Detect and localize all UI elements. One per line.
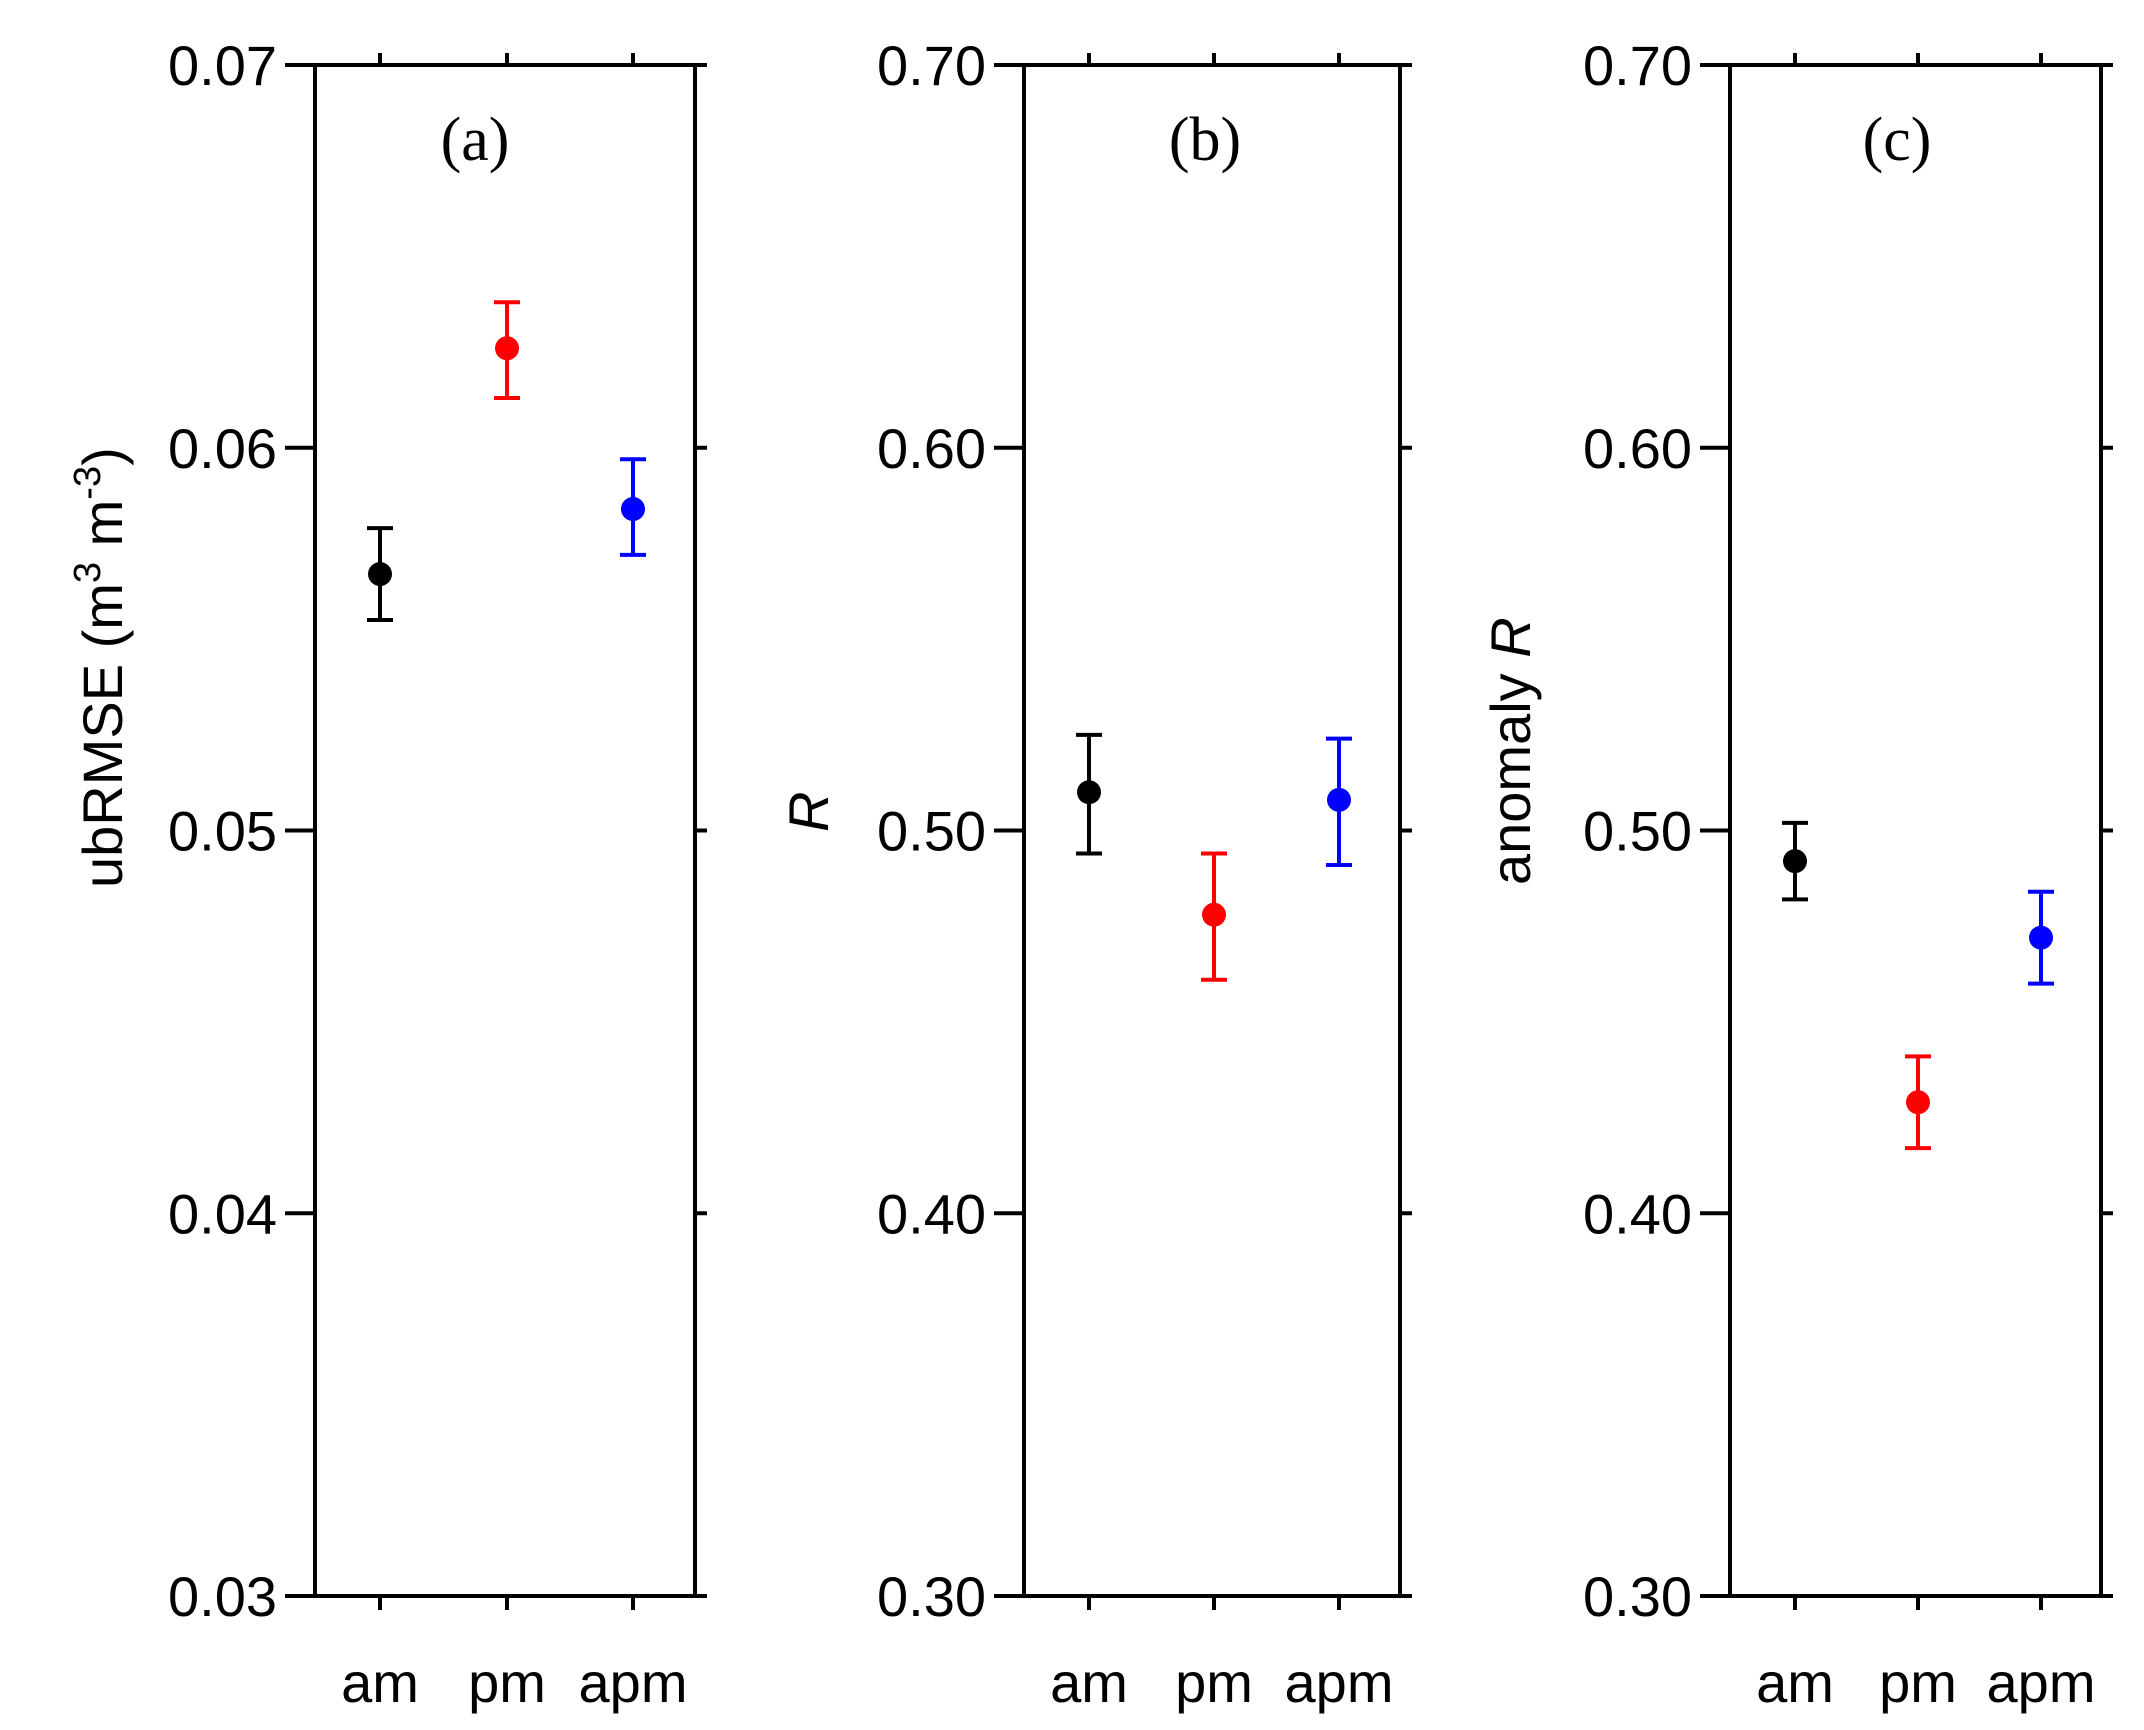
y-tick-label: 0.40 <box>877 1182 986 1245</box>
axes-frame <box>1728 63 2103 1598</box>
y-axis-label: R <box>777 792 840 832</box>
y-tick-label: 0.30 <box>877 1565 986 1628</box>
x-tick-label: apm <box>579 1651 688 1714</box>
y-tick-label: 0.30 <box>1583 1565 1692 1628</box>
y-tick-label: 0.70 <box>1583 34 1692 97</box>
x-tick-label: pm <box>1175 1651 1253 1714</box>
data-point <box>368 562 392 587</box>
panel-label: (b) <box>1169 106 1241 174</box>
data-point <box>1202 902 1226 927</box>
x-tick-label: pm <box>468 1651 546 1714</box>
axes-frame <box>1022 63 1402 1598</box>
x-tick-label: apm <box>1285 1651 1394 1714</box>
data-point <box>1077 780 1101 805</box>
panel-label: (c) <box>1863 106 1932 174</box>
y-tick-label: 0.04 <box>168 1182 277 1245</box>
x-tick-label: pm <box>1879 1651 1957 1714</box>
y-tick-label: 0.60 <box>1583 417 1692 480</box>
y-tick-label: 0.06 <box>168 417 277 480</box>
y-axis-label: ubRMSE (m3 m-3) <box>67 447 134 888</box>
y-tick-label: 0.40 <box>1583 1182 1692 1245</box>
axes-frame <box>313 63 697 1598</box>
y-tick-label: 0.50 <box>877 800 986 863</box>
panel-label: (a) <box>441 106 510 174</box>
panel-c: anomaly R 0.30 0.40 0.50 0.60 0.70 am pm apm (c) <box>1479 34 2113 1714</box>
y-axis-label: anomaly R <box>1479 617 1542 885</box>
x-tick-label: apm <box>1987 1651 2096 1714</box>
data-point <box>1906 1090 1930 1115</box>
data-point <box>1783 849 1807 874</box>
y-tick-label: 0.60 <box>877 417 986 480</box>
y-tick-label: 0.03 <box>168 1565 277 1628</box>
data-point <box>2029 925 2053 950</box>
y-tick-label: 0.05 <box>168 800 277 863</box>
data-point <box>1327 787 1351 812</box>
y-tick-label: 0.50 <box>1583 800 1692 863</box>
x-tick-label: am <box>341 1651 419 1714</box>
y-tick-label: 0.70 <box>877 34 986 97</box>
x-tick-label: am <box>1050 1651 1128 1714</box>
data-point <box>495 336 519 361</box>
x-tick-label: am <box>1756 1651 1834 1714</box>
data-point <box>621 496 645 521</box>
panel-a: ubRMSE (m3 m-3) 0.03 0.04 0.05 0.06 0.07 am pm… <box>67 34 707 1714</box>
y-tick-label: 0.07 <box>168 34 277 97</box>
panel-b: R 0.30 0.40 0.50 0.60 0.70 am pm apm (b) <box>777 34 1412 1714</box>
